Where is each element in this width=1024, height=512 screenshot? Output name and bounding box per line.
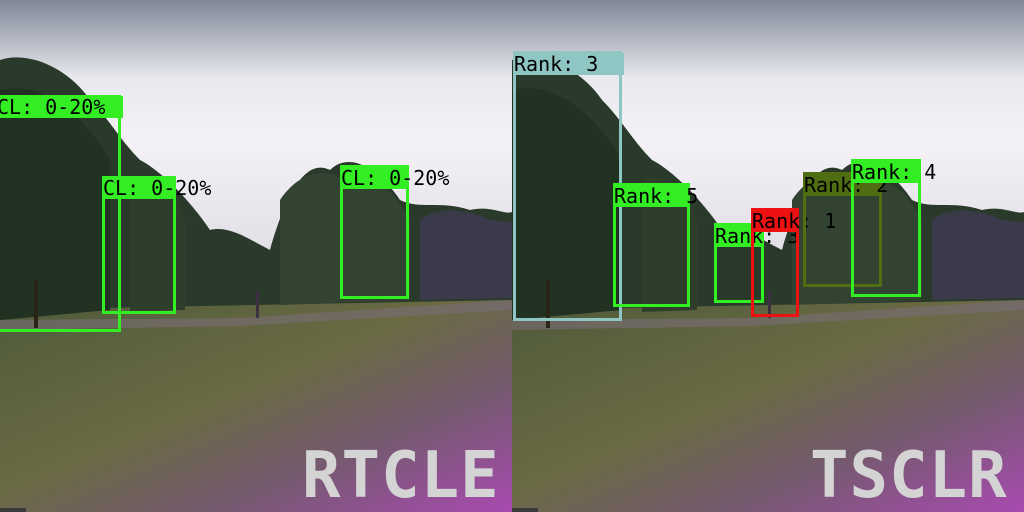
detection-box: [751, 208, 799, 317]
detection-label: CL: 0-20%: [102, 176, 213, 200]
detection-label: Rank: 3: [513, 53, 624, 75]
method-title: TSCLR: [810, 439, 1008, 512]
detection-box: [714, 223, 764, 303]
park-scene-left: [0, 0, 512, 512]
detection-label: Rank: 1: [751, 209, 838, 233]
detection-box: [613, 183, 690, 307]
detection-label: CL: 0-20%: [0, 96, 123, 118]
detection-box: [513, 51, 622, 321]
detection-label: Rank: 4: [851, 160, 938, 184]
detection-label: Rank: 5: [613, 184, 700, 208]
corner-mark: [0, 508, 26, 512]
detection-box: [340, 165, 409, 299]
right-panel: Rank: 3 Rank: 5 Rank: 3 Rank: 1 Rank: 2 …: [512, 0, 1024, 512]
detection-box: [851, 159, 921, 297]
left-panel: CL: 0-20% CL: 0-20% CL: 0-20% RTCLE: [0, 0, 512, 512]
detection-box: [803, 172, 882, 287]
method-title: RTCLE: [302, 439, 500, 512]
corner-mark: [512, 508, 538, 512]
detection-label: CL: 0-20%: [340, 166, 451, 190]
